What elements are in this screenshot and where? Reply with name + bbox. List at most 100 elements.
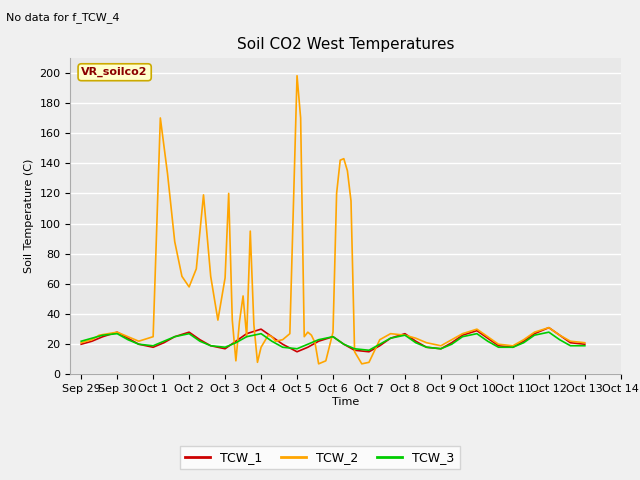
TCW_3 (545, 329, 553, 335)
TCW_1 (531, 331, 538, 336)
TCW_1 (304, 344, 312, 350)
X-axis label: Time: Time (332, 397, 359, 407)
TCW_1 (556, 332, 563, 338)
TCW_1 (422, 344, 430, 350)
TCW_1 (495, 343, 502, 348)
TCW_1 (268, 334, 276, 339)
TCW_1 (412, 338, 420, 344)
TCW_3 (376, 341, 383, 347)
TCW_3 (185, 331, 193, 336)
TCW_1 (196, 337, 204, 343)
Line: TCW_2: TCW_2 (81, 76, 585, 364)
Line: TCW_3: TCW_3 (81, 332, 585, 350)
TCW_3 (88, 336, 96, 341)
TCW_3 (387, 336, 394, 341)
TCW_1 (171, 334, 179, 339)
TCW_1 (387, 336, 394, 341)
TCW_1 (329, 334, 337, 339)
TCW_3 (268, 338, 276, 344)
TCW_3 (99, 332, 107, 338)
TCW_2 (200, 192, 207, 198)
TCW_2 (135, 338, 143, 344)
TCW_1 (340, 341, 348, 347)
TCW_1 (232, 338, 240, 344)
TCW_1 (160, 340, 168, 346)
TCW_1 (376, 343, 383, 348)
TCW_2 (185, 284, 193, 290)
TCW_1 (581, 341, 589, 347)
TCW_1 (473, 328, 481, 334)
TCW_3 (77, 338, 85, 344)
TCW_3 (484, 338, 492, 344)
TCW_3 (149, 343, 157, 348)
TCW_3 (448, 341, 456, 347)
TCW_3 (257, 331, 265, 336)
TCW_1 (279, 341, 287, 347)
TCW_2 (77, 340, 85, 346)
TCW_1 (113, 329, 121, 335)
TCW_2 (566, 338, 574, 344)
TCW_1 (99, 334, 107, 339)
TCW_3 (473, 331, 481, 336)
TCW_3 (293, 346, 301, 352)
TCW_3 (437, 346, 445, 352)
TCW_1 (221, 346, 229, 352)
Line: TCW_1: TCW_1 (81, 328, 585, 352)
TCW_3 (171, 334, 179, 339)
TCW_1 (149, 344, 157, 350)
TCW_1 (88, 338, 96, 344)
TCW_1 (566, 340, 574, 346)
Text: VR_soilco2: VR_soilco2 (81, 67, 148, 77)
TCW_3 (531, 332, 538, 338)
TCW_2 (412, 336, 420, 341)
TCW_3 (459, 334, 467, 339)
TCW_3 (124, 337, 132, 343)
TCW_3 (365, 348, 373, 353)
TCW_3 (401, 332, 409, 338)
TCW_3 (207, 343, 214, 348)
TCW_3 (196, 338, 204, 344)
TCW_1 (315, 338, 323, 344)
TCW_3 (495, 344, 502, 350)
TCW_1 (520, 338, 527, 344)
TCW_3 (304, 341, 312, 347)
TCW_3 (509, 344, 516, 350)
TCW_3 (329, 334, 337, 339)
Legend: TCW_1, TCW_2, TCW_3: TCW_1, TCW_2, TCW_3 (180, 446, 460, 469)
TCW_1 (124, 336, 132, 341)
TCW_3 (221, 344, 229, 350)
TCW_1 (185, 329, 193, 335)
TCW_1 (257, 326, 265, 332)
TCW_3 (315, 337, 323, 343)
TCW_1 (293, 349, 301, 355)
TCW_3 (160, 338, 168, 344)
TCW_1 (459, 332, 467, 338)
TCW_1 (509, 344, 516, 350)
TCW_3 (422, 344, 430, 350)
Text: No data for f_TCW_4: No data for f_TCW_4 (6, 12, 120, 23)
TCW_3 (412, 340, 420, 346)
TCW_1 (77, 341, 85, 347)
TCW_1 (351, 348, 358, 353)
TCW_3 (243, 334, 250, 339)
TCW_1 (448, 340, 456, 346)
TCW_3 (135, 341, 143, 347)
TCW_1 (545, 325, 553, 331)
TCW_1 (437, 346, 445, 352)
TCW_3 (279, 344, 287, 350)
Title: Soil CO2 West Temperatures: Soil CO2 West Temperatures (237, 37, 454, 52)
TCW_1 (135, 341, 143, 347)
TCW_1 (207, 343, 214, 348)
TCW_3 (232, 340, 240, 346)
TCW_2 (581, 340, 589, 346)
TCW_2 (293, 73, 301, 79)
TCW_1 (401, 331, 409, 336)
TCW_1 (243, 331, 250, 336)
TCW_2 (322, 358, 330, 364)
TCW_1 (365, 349, 373, 355)
TCW_2 (315, 361, 323, 367)
TCW_3 (113, 331, 121, 336)
Y-axis label: Soil Temperature (C): Soil Temperature (C) (24, 159, 34, 273)
TCW_3 (566, 343, 574, 348)
TCW_3 (520, 340, 527, 346)
